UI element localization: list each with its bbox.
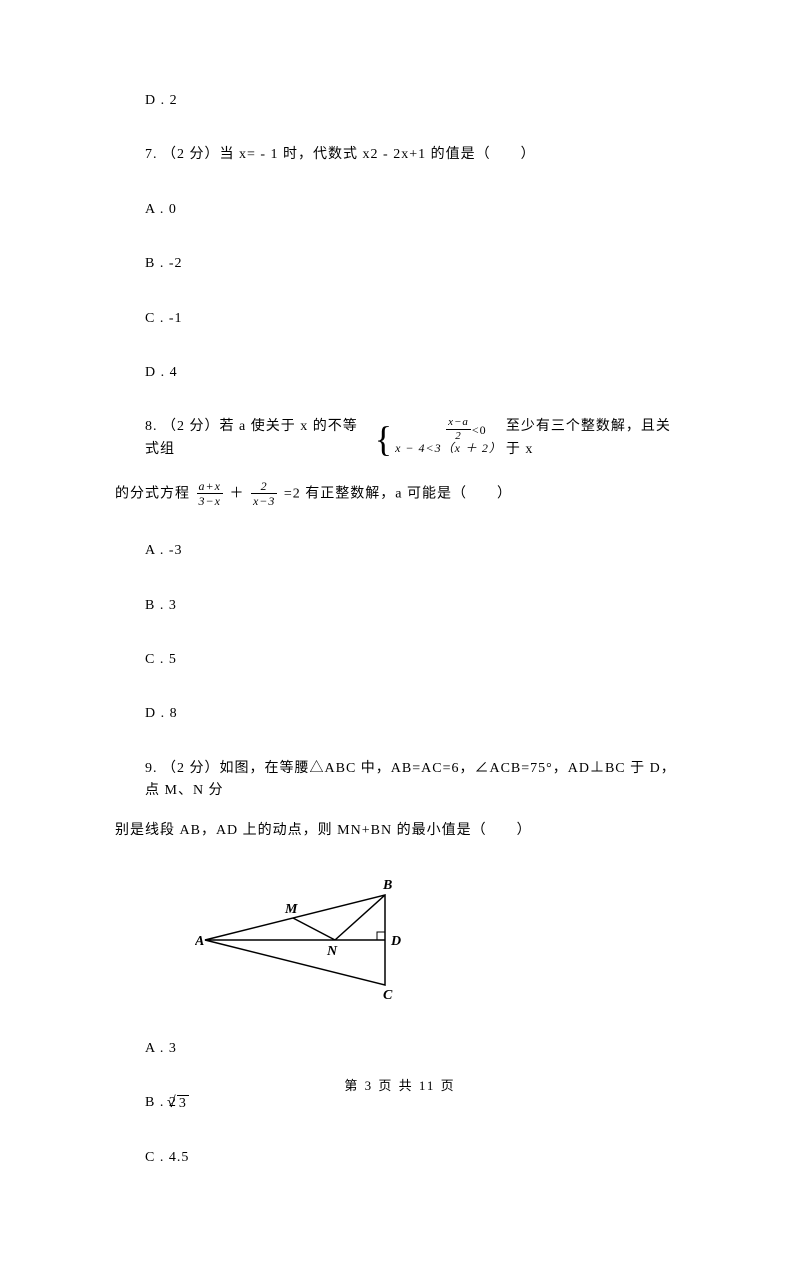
q8-stem-a-tail: 至少有三个整数解，且关于 x	[506, 416, 685, 461]
q8-frac1-num: a+x	[197, 480, 223, 494]
q8-stem-b-pre: 的分式方程	[115, 487, 195, 502]
label-m: M	[284, 902, 298, 917]
q9-option-b: B . 2√3	[115, 1092, 685, 1114]
q8-sys-top-rhs: <0	[472, 424, 487, 436]
label-d: D	[390, 934, 401, 949]
q8-frac1-den: 3−x	[197, 494, 223, 507]
q9-b-pre: B .	[145, 1095, 169, 1110]
q9-stem-line2: 别是线段 AB，AD 上的动点，则 MN+BN 的最小值是（ ）	[115, 820, 685, 842]
q8-option-d: D . 8	[115, 703, 685, 725]
q6-option-d: D . 2	[115, 90, 685, 112]
q7-stem: 7. （2 分）当 x= - 1 时，代数式 x2 - 2x+1 的值是（ ）	[115, 144, 685, 166]
q8-stem-a: 8. （2 分）若 a 使关于 x 的不等式组	[145, 416, 371, 461]
q8-frac2-num: 2	[251, 480, 277, 494]
label-n: N	[326, 944, 338, 959]
q8-stem-b-post: =2 有正整数解，a 可能是（ ）	[284, 487, 512, 502]
label-a: A	[195, 934, 204, 949]
q8-frac2-den: x−3	[251, 494, 277, 507]
q8-option-a: A . -3	[115, 540, 685, 562]
page-footer: 第 3 页 共 11 页	[0, 1075, 800, 1094]
label-c: C	[383, 988, 393, 1003]
q8-stem-line1: 8. （2 分）若 a 使关于 x 的不等式组 { x−a 2 <0 x − 4…	[115, 416, 685, 461]
q8-plus: ＋	[229, 487, 249, 502]
q9-option-a: A . 3	[115, 1038, 685, 1060]
right-angle-mark	[377, 932, 385, 940]
q9-stem-line1: 9. （2 分）如图，在等腰△ABC 中，AB=AC=6，∠ACB=75°，AD…	[115, 758, 685, 803]
q8-sys-row1: x−a 2 <0	[395, 421, 502, 439]
q8-sys-top-num: x−a	[446, 417, 471, 430]
q8-option-b: B . 3	[115, 595, 685, 617]
label-b: B	[382, 878, 392, 893]
q7-option-b: B . -2	[115, 253, 685, 275]
q9-option-c: C . 4.5	[115, 1147, 685, 1169]
line-mn	[293, 918, 335, 940]
q8-inequality-system: { x−a 2 <0 x − 4<3（x ＋ 2）	[375, 421, 502, 457]
q8-sys-row2: x − 4<3（x ＋ 2）	[395, 439, 502, 457]
brace-icon: {	[375, 421, 393, 457]
sqrt-icon: √3	[177, 1095, 189, 1111]
q7-option-a: A . 0	[115, 199, 685, 221]
q9-figure: A B C D M N	[195, 875, 685, 1010]
q7-option-c: C . -1	[115, 308, 685, 330]
q8-stem-line2: 的分式方程 a+x 3−x ＋ 2 x−3 =2 有正整数解，a 可能是（ ）	[115, 481, 685, 508]
q7-option-d: D . 4	[115, 362, 685, 384]
q8-option-c: C . 5	[115, 649, 685, 671]
q9-b-radicand: 3	[177, 1095, 189, 1111]
